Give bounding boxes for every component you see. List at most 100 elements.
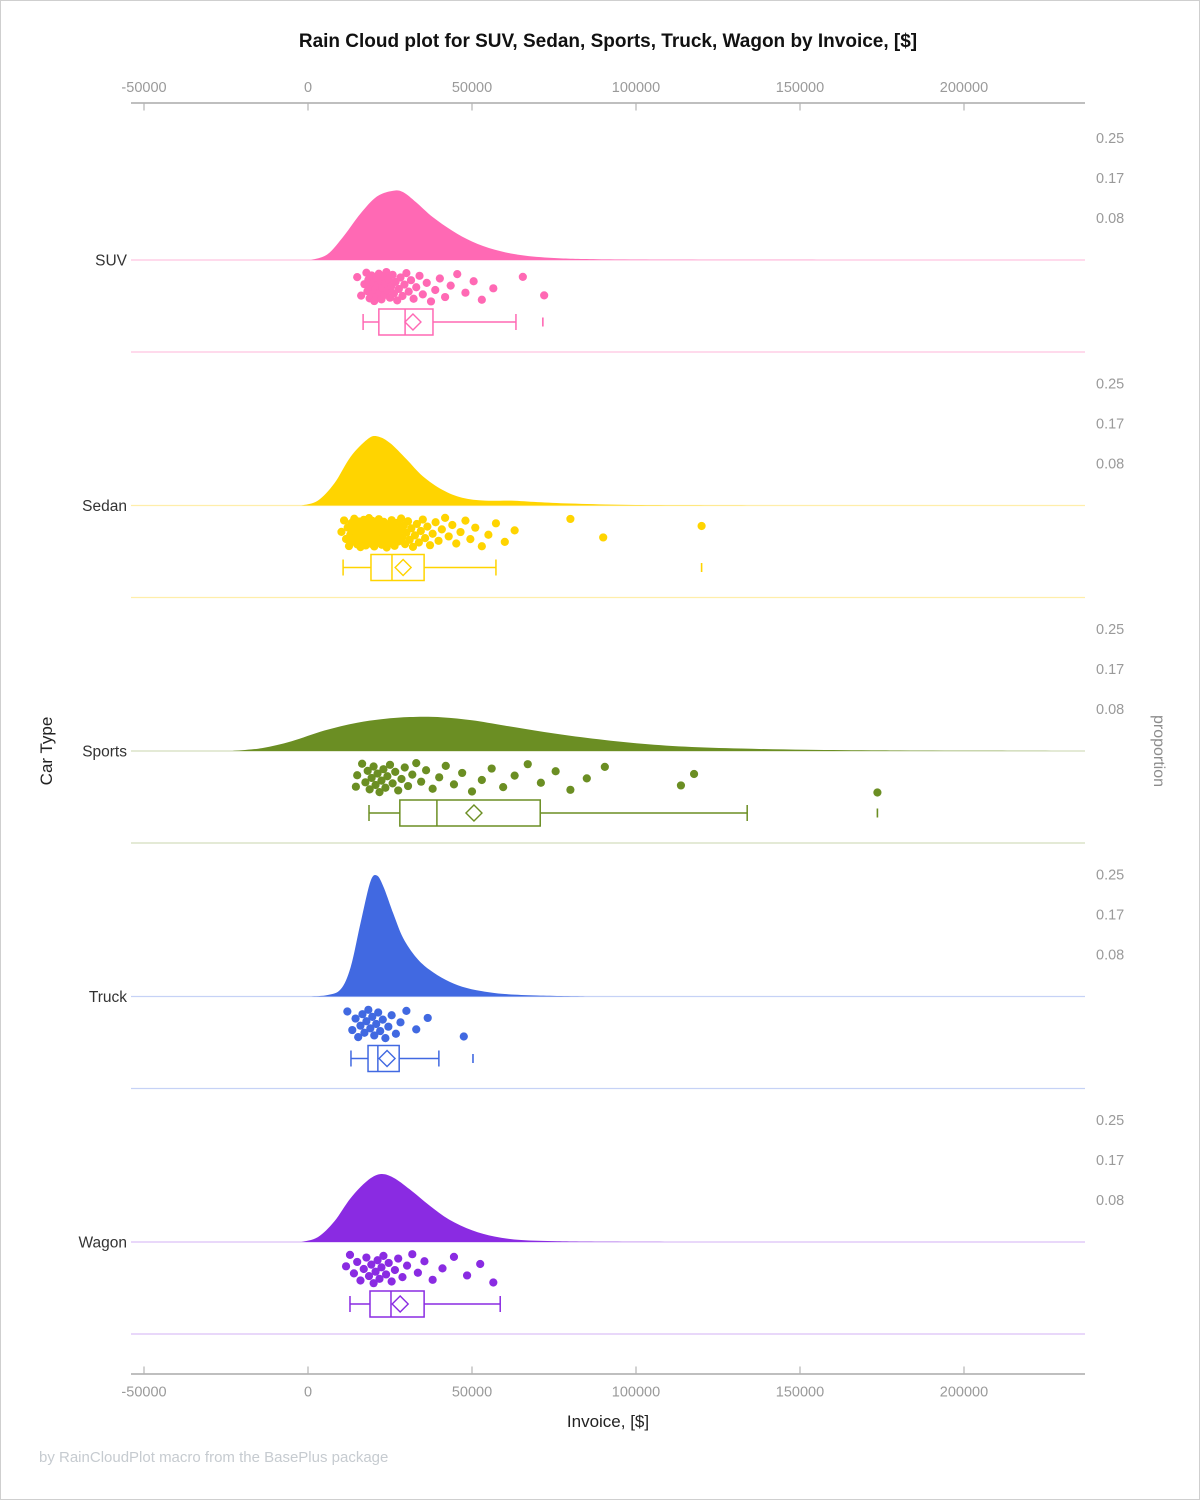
- rain-point: [354, 1033, 363, 1042]
- rain-point: [341, 1262, 351, 1271]
- rain-point: [398, 1273, 407, 1282]
- rain-point: [358, 1010, 367, 1019]
- rain-point: [353, 273, 362, 282]
- rain-point: [412, 519, 421, 529]
- rain-point: [383, 772, 392, 781]
- rain-point: [471, 523, 480, 532]
- rain-point: [385, 760, 395, 769]
- rain-point: [402, 269, 411, 278]
- iqr-box: [367, 1044, 400, 1073]
- rain-point: [484, 530, 493, 539]
- rain-point: [415, 271, 424, 280]
- rain-point: [434, 536, 443, 545]
- rain-point: [367, 773, 376, 783]
- rain-point: [417, 777, 426, 786]
- rain-point: [390, 1265, 400, 1275]
- rain-point: [420, 533, 430, 543]
- rain-point: [369, 762, 378, 771]
- rain-point: [431, 518, 440, 527]
- density-cloud: [232, 716, 1096, 751]
- x-axis-bottom-tick-label: 100000: [612, 1385, 660, 1401]
- density-cloud: [301, 436, 768, 506]
- rain-point: [413, 1268, 422, 1277]
- rain-point: [523, 760, 532, 769]
- rain-points: [337, 513, 706, 552]
- rain-point: [345, 1250, 355, 1259]
- x-axis-top-tick-label: 200000: [940, 80, 988, 96]
- rain-point: [366, 1024, 375, 1033]
- rain-point: [428, 1275, 437, 1284]
- mean-diamond: [378, 1049, 397, 1068]
- rain-point: [362, 1253, 371, 1262]
- rain-point: [510, 526, 519, 535]
- rain-point: [437, 525, 446, 534]
- rain-point: [391, 767, 400, 776]
- category-label: Truck: [89, 989, 127, 1006]
- proportion-tick-label: 0.17: [1096, 662, 1124, 678]
- rain-point: [397, 514, 406, 523]
- y-axis-label-car-type: Car Type: [37, 716, 56, 786]
- rain-point: [378, 1015, 387, 1024]
- rain-point: [435, 274, 444, 283]
- rain-point: [410, 531, 420, 540]
- proportion-tick-label: 0.25: [1096, 377, 1124, 393]
- rain-point: [381, 783, 390, 792]
- mean-diamond: [391, 1295, 410, 1313]
- rain-point: [518, 272, 527, 281]
- rain-point: [412, 759, 421, 768]
- proportion-tick-label: 0.25: [1096, 131, 1124, 147]
- rain-point: [469, 277, 478, 286]
- x-axis-top: -50000 0 50000 100000 150000 200000: [121, 80, 1085, 111]
- rain-point: [423, 1013, 432, 1023]
- rain-points: [351, 759, 882, 797]
- x-axis-top-tick-label: 0: [304, 80, 312, 96]
- proportion-tick-label: 0.08: [1096, 702, 1124, 718]
- rain-point: [403, 781, 413, 791]
- rain-point: [421, 766, 431, 775]
- rain-point: [441, 292, 450, 302]
- rain-point: [599, 533, 608, 542]
- density-cloud: [311, 874, 587, 997]
- rain-point: [402, 1006, 411, 1015]
- rain-point: [446, 281, 455, 290]
- rain-point: [582, 774, 591, 783]
- rain-points: [343, 1005, 468, 1043]
- rain-point: [370, 1031, 379, 1040]
- rain-point: [423, 522, 432, 531]
- chart-title: Rain Cloud plot for SUV, Sedan, Sports, …: [298, 31, 918, 52]
- rain-point: [448, 520, 457, 530]
- rain-point: [412, 283, 421, 292]
- rain-point: [372, 1019, 381, 1029]
- rain-point: [452, 539, 461, 548]
- iqr-box: [370, 553, 425, 582]
- rain-point: [404, 287, 413, 296]
- rain-point: [408, 1250, 417, 1259]
- rain-point: [363, 766, 372, 775]
- rain-point: [407, 524, 416, 533]
- y-axis-label-proportion: proportion: [1150, 714, 1167, 788]
- rain-point: [676, 781, 686, 790]
- rain-point: [414, 538, 423, 547]
- rain-point: [369, 1279, 378, 1288]
- x-axis-label-invoice: Invoice, [$]: [566, 1412, 650, 1431]
- rain-point: [461, 288, 470, 297]
- rain-point: [362, 1017, 371, 1026]
- rain-point: [353, 1257, 362, 1267]
- box-plot: [350, 1044, 474, 1073]
- rain-point: [359, 1264, 368, 1274]
- rain-point: [425, 541, 435, 550]
- rain-point: [551, 767, 560, 776]
- category-band-sedan: Sedan 0.25 0.17 0.08: [82, 377, 1124, 599]
- rain-point: [406, 276, 416, 285]
- rain-point: [408, 542, 418, 551]
- rain-point: [397, 774, 406, 784]
- proportion-tick-label: 0.08: [1096, 211, 1124, 227]
- rain-point: [356, 1276, 365, 1285]
- rain-point: [566, 514, 575, 524]
- rain-point: [337, 527, 346, 537]
- mean-diamond: [403, 313, 422, 331]
- rain-point: [403, 517, 413, 526]
- rain-point: [382, 267, 391, 277]
